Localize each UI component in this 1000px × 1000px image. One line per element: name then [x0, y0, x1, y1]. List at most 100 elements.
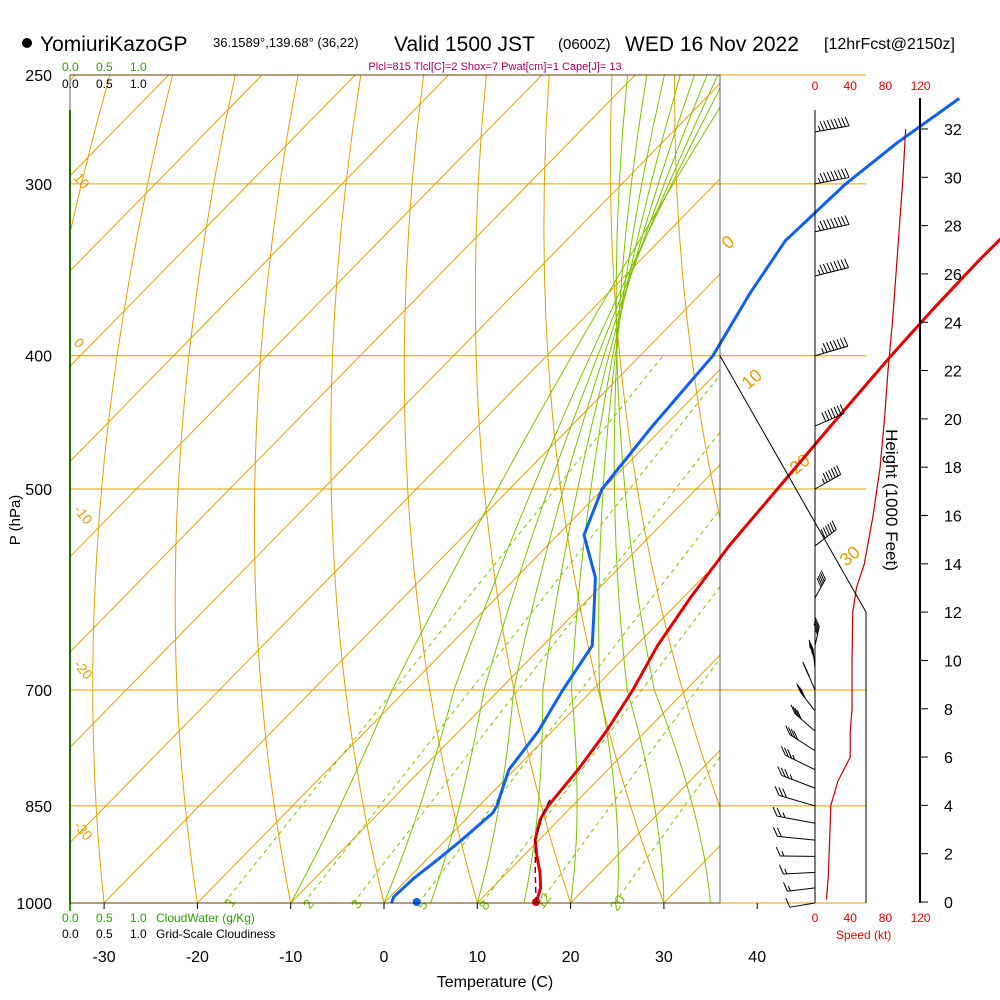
mixing-ratio-line [303, 374, 720, 903]
mixing-ratio-line [614, 756, 720, 903]
wind-barb-flag [778, 864, 784, 875]
potential-temp-label: 10 [738, 365, 766, 393]
wind-barb-flag [813, 621, 819, 631]
wind-barb-flag [830, 218, 836, 228]
wind-barb [814, 570, 826, 599]
dry-adiabat-line [543, 75, 665, 903]
wind-barb-staff [785, 754, 816, 771]
moist-adiabat-line [430, 75, 719, 903]
pressure-tick-label: 400 [25, 349, 52, 366]
wind-barb-flag [840, 216, 846, 226]
wind-barb-half-flag [817, 269, 821, 275]
height-tick-label: 30 [944, 170, 962, 187]
wind-barb-staff [814, 579, 826, 599]
wind-barb-flag [819, 572, 825, 582]
pressure-tick-label: 300 [25, 177, 52, 194]
wind-barb-flag [844, 215, 850, 225]
wind-barb-flag [794, 708, 800, 718]
wind-barb-staff [814, 626, 820, 646]
wind-barb-half-flag [817, 177, 821, 184]
wind-barb-flag [826, 119, 832, 130]
wind-barb-flag [787, 749, 793, 759]
dry-adiabat-line [330, 75, 385, 903]
wind-barb [785, 897, 816, 908]
speed-tick-bottom: 40 [844, 911, 858, 925]
wind-barb-flag [836, 339, 842, 349]
wind-barb-flag [793, 730, 799, 740]
wind-barb-flag [784, 747, 789, 757]
wind-barb-flag [792, 706, 798, 716]
wind-barb-flag [790, 704, 796, 714]
speed-tick-bottom: 0 [812, 911, 819, 925]
wind-barb-flag [819, 121, 825, 131]
cloudiness-tick: 1.0 [130, 77, 147, 91]
wind-barb-flag [826, 171, 832, 182]
wind-barb-flag [836, 405, 842, 415]
y-axis-title: P (hPa) [7, 495, 24, 546]
mixing-ratio-label: 2 [299, 896, 317, 912]
wind-barb-staff [814, 125, 850, 133]
isotherm-label: -30 [71, 818, 96, 844]
height-tick-label: 26 [944, 267, 962, 284]
wind-barb [774, 786, 816, 807]
wind-barb-flag [822, 263, 828, 274]
cloud-water-tick: 0.0 [62, 911, 79, 925]
wind-barb-flag [826, 219, 832, 229]
wind-barb-flag [787, 727, 793, 737]
wind-barb-staff [778, 794, 816, 807]
valid-time: Valid 1500 JST [394, 33, 535, 56]
wind-barb-flag [780, 767, 786, 777]
wind-barb-flag [777, 766, 783, 776]
wind-barb-flag [826, 262, 832, 273]
moist-adiabat-line [615, 75, 711, 903]
mixing-ratio-label: 8 [475, 897, 493, 913]
speed-tick-top: 80 [879, 79, 893, 93]
wind-barb-flag [839, 338, 845, 348]
cloud-water-label: CloudWater (g/Kg) [156, 911, 255, 925]
wind-barb-flag [778, 787, 784, 797]
cloudiness-tick: 0.5 [96, 927, 113, 941]
wind-barb-staff [814, 345, 849, 357]
wind-barb-flag [824, 410, 830, 421]
valid-date: WED 16 Nov 2022 [625, 33, 799, 56]
height-tick-label: 22 [944, 364, 962, 381]
moist-adiabat-line [613, 75, 665, 903]
wind-barb-half-flag [821, 348, 825, 354]
wind-barb-flag [797, 685, 803, 695]
speed-tick-top: 0 [812, 79, 819, 93]
dry-adiabat-line [174, 75, 236, 903]
wind-barb-flag [822, 343, 828, 353]
wind-barb [814, 258, 850, 277]
wind-barb [813, 617, 820, 646]
wind-barb [772, 806, 816, 824]
station-location: 36.1589°,139.68° (36,22) [213, 35, 359, 50]
wind-barb-flag [840, 259, 846, 269]
height-tick-label: 0 [944, 895, 953, 912]
temp-tick-label: 20 [562, 949, 580, 966]
speed-tick-top: 40 [844, 79, 858, 93]
wind-barb-half-flag [811, 651, 815, 658]
isotherm-label: -10 [71, 502, 96, 528]
wind-barb-flag [813, 623, 819, 633]
wind-barb-staff [781, 774, 816, 789]
wind-barb-half-flag [782, 812, 786, 818]
wind-barb-flag [774, 786, 780, 796]
wind-barb-staff [783, 871, 816, 875]
wind-barb-staff [794, 713, 816, 732]
wind-barb-flag [780, 745, 786, 756]
pressure-tick-label: 700 [25, 683, 52, 700]
wind-barb-half-flag [781, 850, 785, 857]
wind-barb-flag [775, 846, 781, 857]
isotherm-line [70, 75, 449, 463]
wind-barb [796, 683, 816, 712]
station-dot-icon [22, 38, 32, 48]
wind-barb [775, 846, 816, 857]
mixing-ratio-label: 1 [221, 894, 239, 910]
wind-barb-flag [829, 261, 835, 272]
height-tick-label: 14 [944, 557, 962, 574]
wind-barb-staff [814, 224, 850, 233]
speed-tick-top: 120 [911, 79, 931, 93]
wind-barb-flag [836, 465, 842, 475]
